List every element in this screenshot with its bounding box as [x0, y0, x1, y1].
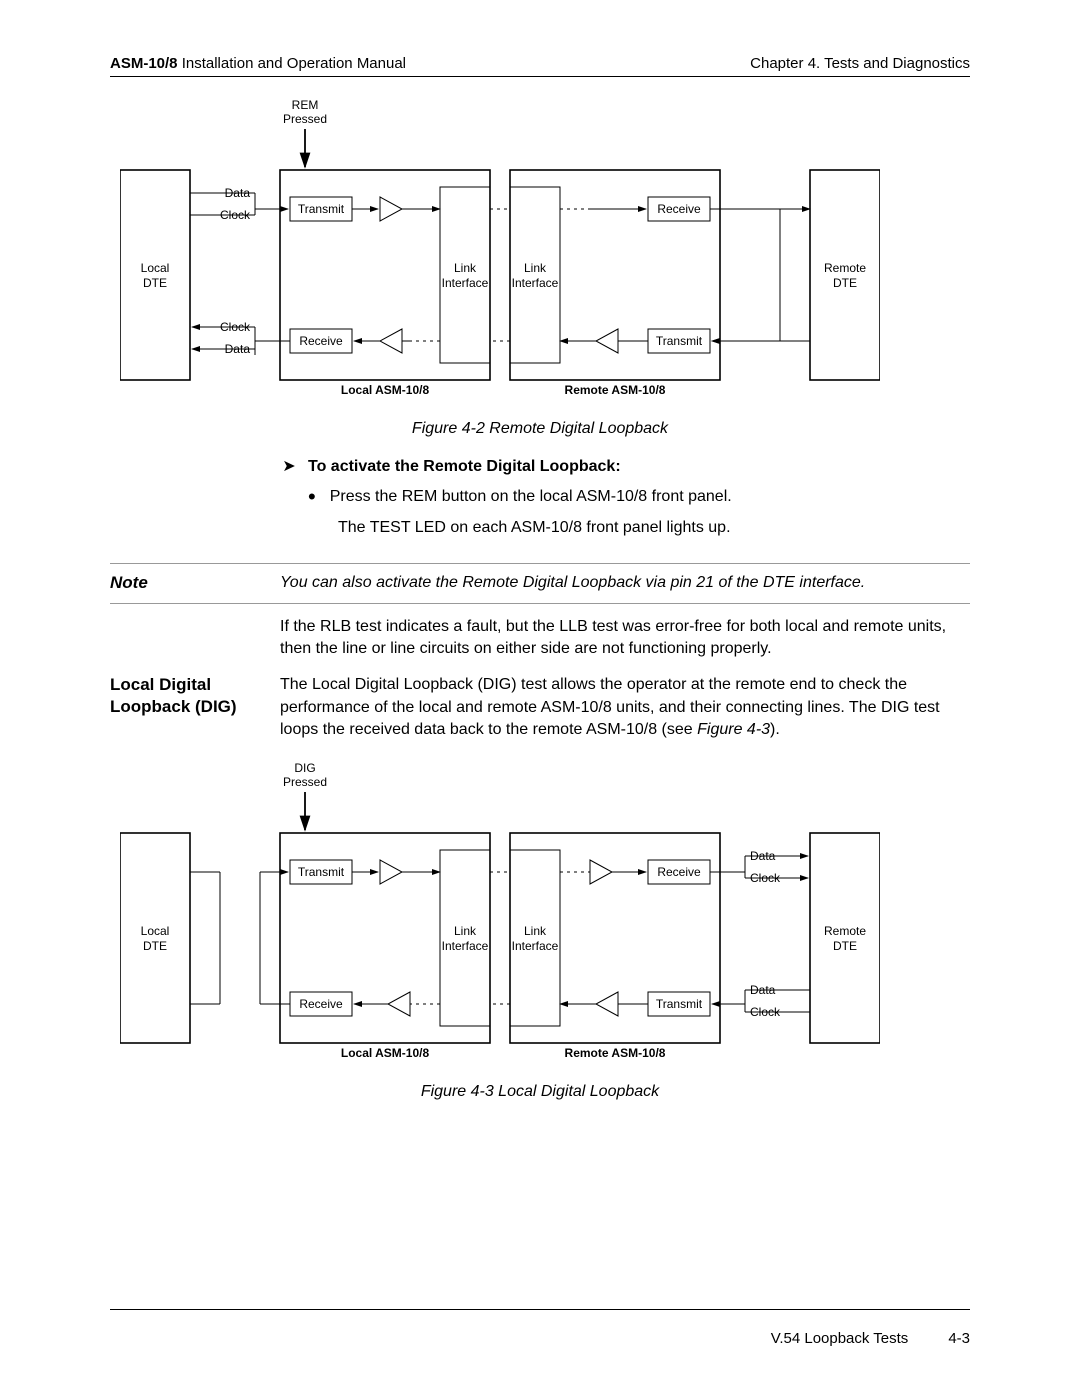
svg-text:Local: Local [141, 261, 170, 275]
figure-4-3: DIG Pressed Local DTE Remote DTE Local A… [120, 760, 880, 1075]
svg-text:Interface: Interface [512, 939, 559, 953]
bullet-icon: • [308, 486, 316, 508]
svg-text:Link: Link [524, 924, 547, 938]
svg-text:Transmit: Transmit [298, 202, 345, 216]
svg-text:DTE: DTE [143, 939, 167, 953]
test-led-text: The TEST LED on each ASM-10/8 front pane… [338, 517, 970, 539]
bullet-text: Press the REM button on the local ASM-10… [330, 486, 732, 508]
svg-text:REM: REM [292, 98, 319, 112]
footer-section: V.54 Loopback Tests [771, 1330, 909, 1347]
figure-4-2: REM Pressed Local DTE Remote DTE Local A… [120, 97, 880, 412]
svg-text:Remote ASM-10/8: Remote ASM-10/8 [565, 383, 666, 397]
header-chapter: Chapter 4. Tests and Diagnostics [750, 55, 970, 72]
svg-text:Pressed: Pressed [283, 775, 327, 789]
svg-text:Link: Link [454, 924, 477, 938]
page-footer: V.54 Loopback Tests 4-3 [110, 1309, 970, 1347]
manual-title: Installation and Operation Manual [178, 55, 406, 72]
section-heading-dig: Local Digital Loopback (DIG) [110, 674, 260, 741]
note-label: Note [110, 572, 260, 594]
svg-text:DTE: DTE [143, 276, 167, 290]
svg-text:DTE: DTE [833, 939, 857, 953]
svg-text:Receive: Receive [299, 334, 343, 348]
svg-text:DIG: DIG [294, 761, 315, 775]
svg-text:Transmit: Transmit [298, 865, 345, 879]
side-empty-2 [110, 616, 260, 661]
activate-heading: To activate the Remote Digital Loopback: [308, 456, 621, 478]
header-left: ASM-10/8 Installation and Operation Manu… [110, 55, 406, 72]
svg-text:Remote: Remote [824, 924, 866, 938]
svg-text:Remote: Remote [824, 261, 866, 275]
svg-text:Interface: Interface [442, 276, 489, 290]
product-name: ASM-10/8 [110, 55, 178, 72]
svg-text:Remote ASM-10/8: Remote ASM-10/8 [565, 1046, 666, 1060]
arrow-icon: ➤ [280, 456, 298, 478]
page-header: ASM-10/8 Installation and Operation Manu… [110, 55, 970, 77]
svg-text:Transmit: Transmit [656, 334, 703, 348]
svg-text:Receive: Receive [299, 997, 343, 1011]
figure-4-3-caption: Figure 4-3 Local Digital Loopback [110, 1083, 970, 1101]
svg-text:Receive: Receive [657, 865, 701, 879]
svg-text:Receive: Receive [657, 202, 701, 216]
svg-text:Link: Link [454, 261, 477, 275]
dig-paragraph: The Local Digital Loopback (DIG) test al… [280, 674, 970, 741]
svg-text:Local: Local [141, 924, 170, 938]
svg-text:Link: Link [524, 261, 547, 275]
note-text: You can also activate the Remote Digital… [280, 572, 970, 594]
svg-text:Pressed: Pressed [283, 112, 327, 126]
footer-page: 4-3 [948, 1330, 970, 1347]
rlb-paragraph: If the RLB test indicates a fault, but t… [280, 616, 970, 661]
figure-4-2-caption: Figure 4-2 Remote Digital Loopback [110, 420, 970, 438]
svg-text:DTE: DTE [833, 276, 857, 290]
svg-text:Local ASM-10/8: Local ASM-10/8 [341, 1046, 430, 1060]
side-empty-1 [110, 456, 260, 553]
svg-text:Transmit: Transmit [656, 997, 703, 1011]
svg-text:Interface: Interface [442, 939, 489, 953]
svg-text:Local ASM-10/8: Local ASM-10/8 [341, 383, 430, 397]
svg-text:Interface: Interface [512, 276, 559, 290]
